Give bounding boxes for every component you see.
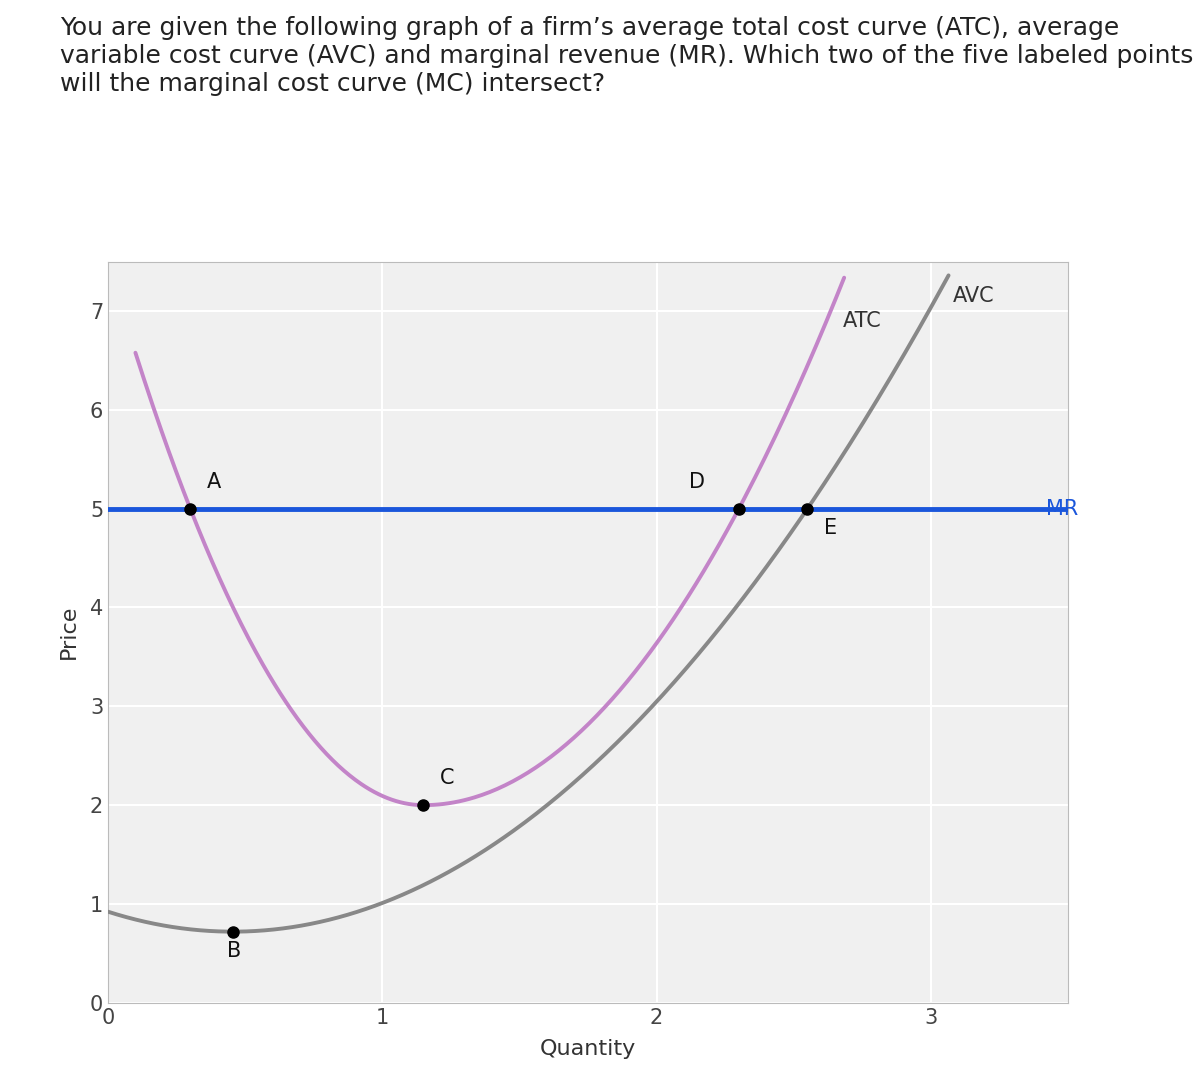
Text: A: A xyxy=(206,472,221,492)
Y-axis label: Price: Price xyxy=(59,605,79,659)
Text: C: C xyxy=(440,768,455,788)
Text: D: D xyxy=(690,472,706,492)
Text: E: E xyxy=(824,519,838,538)
Text: ATC: ATC xyxy=(844,311,882,331)
Text: AVC: AVC xyxy=(953,287,995,306)
X-axis label: Quantity: Quantity xyxy=(540,1039,636,1058)
Text: You are given the following graph of a firm’s average total cost curve (ATC), av: You are given the following graph of a f… xyxy=(60,16,1193,96)
Text: B: B xyxy=(227,942,241,961)
Text: MR: MR xyxy=(1046,498,1079,519)
